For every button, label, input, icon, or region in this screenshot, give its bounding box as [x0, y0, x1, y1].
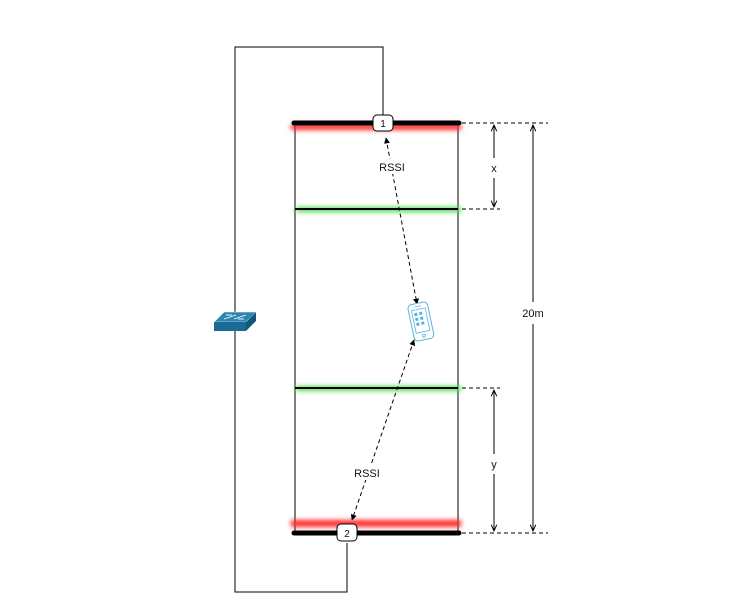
- bottom-red-glow: [291, 520, 461, 527]
- node-1-label: 1: [380, 119, 386, 130]
- dimension-y-label: y: [491, 459, 497, 471]
- dimension-total-label: 20m: [522, 308, 543, 320]
- node-2-label: 2: [344, 529, 350, 540]
- rssi-arrow-bottom: [350, 339, 416, 521]
- network-switch-icon: [213, 311, 257, 331]
- rssi-label-top: RSSI: [379, 162, 405, 174]
- node-1: 1: [372, 114, 394, 132]
- rssi-label-bottom: RSSI: [354, 468, 380, 480]
- smartphone-icon: [407, 301, 435, 342]
- dimension-x-label: x: [491, 163, 497, 175]
- node-2: 2: [336, 523, 358, 542]
- dimension-extension-lines: [462, 122, 548, 534]
